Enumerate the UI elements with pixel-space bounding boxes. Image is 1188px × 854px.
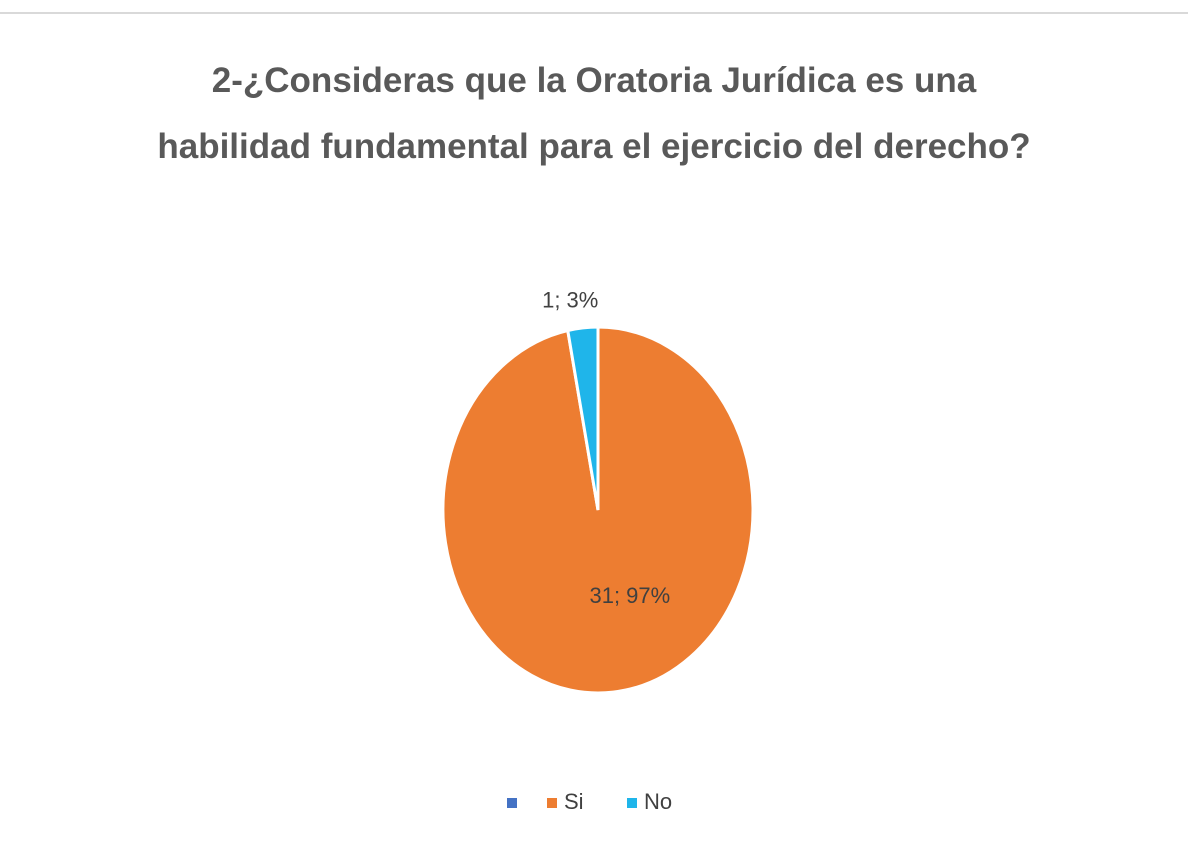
- legend-marker: [627, 798, 637, 808]
- legend-marker: [507, 798, 517, 808]
- top-rule: [0, 12, 1188, 14]
- legend-label: Si: [564, 789, 584, 814]
- pie-slice: [566, 325, 600, 511]
- legend-label: No: [644, 789, 672, 814]
- legend-marker: [547, 798, 557, 808]
- data-label: 1; 3%: [542, 288, 598, 313]
- data-label: 31; 97%: [589, 583, 670, 608]
- chart-title: 2-¿Consideras que la Oratoria Jurídica e…: [157, 61, 1031, 166]
